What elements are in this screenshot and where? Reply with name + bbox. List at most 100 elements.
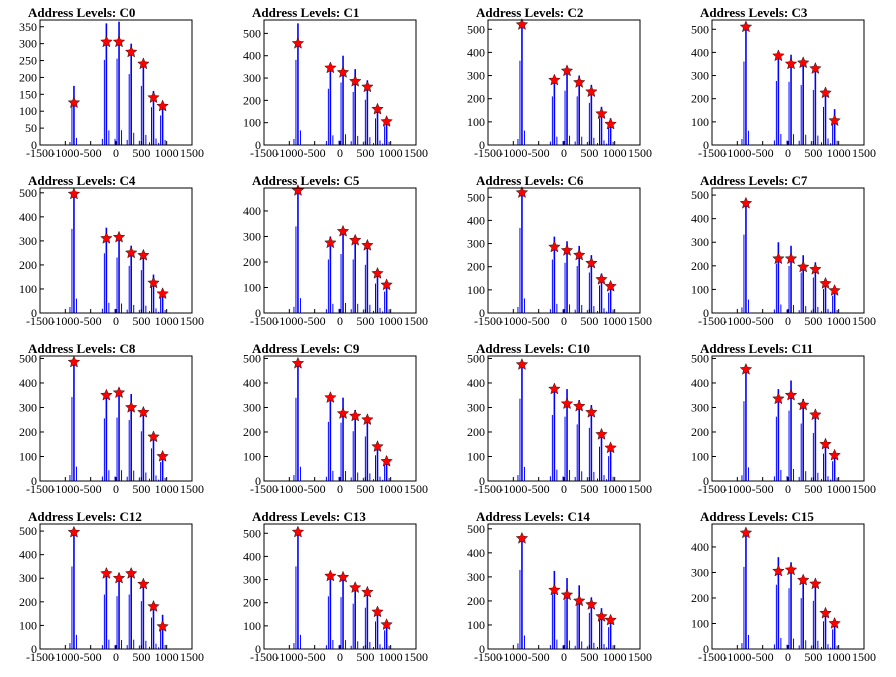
peak-marker <box>380 115 393 127</box>
peak-marker <box>595 272 608 285</box>
chart-title: Address Levels: C14 <box>476 509 590 524</box>
x-tick-label: -500 <box>752 146 774 160</box>
x-tick-label: 1000 <box>603 482 627 496</box>
peak-marker <box>828 448 841 461</box>
y-tick-label: 100 <box>691 616 709 630</box>
peak-marker <box>560 243 574 256</box>
peak-marker <box>595 107 608 120</box>
peak-marker <box>336 407 350 419</box>
y-tick-label: 400 <box>691 45 709 59</box>
y-tick-label: 100 <box>467 618 485 632</box>
x-tick-label: 1000 <box>827 650 851 664</box>
chart-title: Address Levels: C6 <box>476 173 584 188</box>
y-tick-label: 500 <box>691 188 709 202</box>
y-tick-label: 200 <box>19 70 37 84</box>
peak-marker <box>371 440 384 452</box>
chart-panel: Address Levels: C40100200300400500-1500-… <box>19 173 204 328</box>
y-tick-label: 100 <box>19 618 37 632</box>
x-tick-label: 1000 <box>155 314 179 328</box>
x-tick-label: -1000 <box>275 314 303 328</box>
peak-marker <box>336 224 350 237</box>
peak-marker <box>819 606 832 619</box>
x-tick-label: 1500 <box>404 650 428 664</box>
x-tick-label: -1500 <box>26 482 54 496</box>
x-tick-label: -1000 <box>723 314 751 328</box>
y-tick-label: 400 <box>691 376 709 390</box>
x-tick-label: -1500 <box>698 314 726 328</box>
peak-marker <box>67 355 81 368</box>
peak-marker <box>67 187 81 200</box>
peak-marker <box>147 276 160 289</box>
x-tick-label: 1000 <box>827 482 851 496</box>
x-tick-label: 1000 <box>603 314 627 328</box>
x-tick-label: 1500 <box>628 146 652 160</box>
x-tick-label: 0 <box>561 650 567 664</box>
peak-marker <box>515 531 529 544</box>
y-tick-label: 400 <box>243 376 261 390</box>
peak-marker <box>156 620 169 632</box>
x-tick-label: 0 <box>113 314 119 328</box>
y-tick-label: 200 <box>691 425 709 439</box>
y-tick-label: 200 <box>467 594 485 608</box>
peak-marker <box>797 260 810 273</box>
y-tick-label: 200 <box>467 92 485 106</box>
peak-marker <box>125 566 138 579</box>
peak-marker <box>112 35 126 48</box>
plot-frame <box>263 523 417 650</box>
y-tick-label: 300 <box>691 69 709 83</box>
x-tick-label: 500 <box>356 314 374 328</box>
y-tick-label: 200 <box>467 260 485 274</box>
peak-marker <box>361 80 374 93</box>
y-tick-label: 300 <box>243 400 261 414</box>
y-tick-label: 300 <box>19 37 37 51</box>
x-tick-label: 1000 <box>155 146 179 160</box>
peak-marker <box>67 96 81 109</box>
x-tick-label: 0 <box>785 482 791 496</box>
plot-frame <box>263 355 417 482</box>
y-tick-label: 400 <box>243 549 261 563</box>
chart-panel: Address Levels: C30100200300400500-1500-… <box>691 5 876 160</box>
y-tick-label: 200 <box>691 259 709 273</box>
plot-frame <box>711 355 865 482</box>
y-tick-label: 300 <box>691 400 709 414</box>
x-tick-label: 500 <box>132 314 150 328</box>
x-tick-label: 500 <box>356 650 374 664</box>
x-tick-label: -500 <box>80 314 102 328</box>
chart-panel: Address Levels: C11 0 100 200 300 400 500 -1500… <box>691 341 876 496</box>
x-tick-label: 0 <box>113 482 119 496</box>
x-tick-label: 0 <box>337 650 343 664</box>
y-tick-label: 200 <box>19 595 37 609</box>
y-tick-label: 300 <box>19 400 37 414</box>
peak-marker <box>515 358 529 370</box>
y-tick-label: 300 <box>691 565 709 579</box>
peak-marker <box>380 278 393 291</box>
x-tick-label: -500 <box>304 314 326 328</box>
y-tick-label: 100 <box>19 449 37 463</box>
x-tick-label: 1500 <box>852 146 876 160</box>
y-tick-label: 100 <box>19 104 37 118</box>
x-tick-label: 500 <box>580 482 598 496</box>
plot-frame <box>711 19 865 146</box>
chart-panel: Address Levels: C15 0 100 200 300 400 -1500-10… <box>691 509 876 664</box>
y-tick-label: 0 <box>703 642 709 656</box>
peak-marker <box>112 386 126 399</box>
x-tick-label: 1000 <box>155 650 179 664</box>
peak-marker <box>797 56 810 69</box>
x-tick-label: -500 <box>304 650 326 664</box>
x-tick-label: 1500 <box>404 146 428 160</box>
peak-marker <box>67 525 81 538</box>
y-tick-label: 100 <box>467 449 485 463</box>
peak-marker <box>784 57 798 70</box>
x-tick-label: 1500 <box>180 146 204 160</box>
x-tick-label: 0 <box>337 314 343 328</box>
x-tick-label: -1500 <box>250 146 278 160</box>
peak-marker <box>548 73 561 86</box>
peak-marker <box>112 230 126 243</box>
y-tick-label: 200 <box>19 258 37 272</box>
chart-panel: Address Levels: C0 0 50 100 150 200 250 300 350 -… <box>19 5 204 160</box>
y-tick-label: 300 <box>467 570 485 584</box>
x-tick-label: 500 <box>580 650 598 664</box>
y-tick-label: 100 <box>243 280 261 294</box>
peak-marker <box>739 526 753 539</box>
peak-marker <box>324 61 337 74</box>
